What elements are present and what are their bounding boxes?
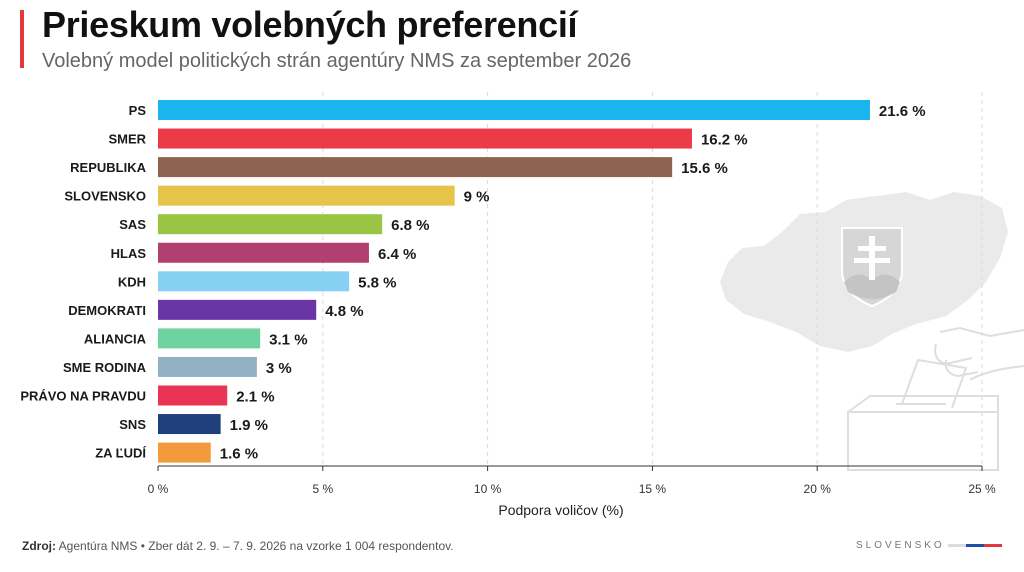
value-label: 1.9 % xyxy=(230,417,268,434)
category-label: DEMOKRATI xyxy=(68,303,146,318)
category-label: ZA ĽUDÍ xyxy=(95,446,146,461)
value-label: 6.8 % xyxy=(391,217,429,234)
category-label: ALIANCIA xyxy=(84,331,147,346)
flag-color-strip xyxy=(948,544,1002,547)
bar xyxy=(158,442,211,463)
chart-x-axis: 0 % 5 % 10 % 15 % 20 % 25 % xyxy=(148,465,996,496)
value-label: 15.6 % xyxy=(681,160,728,177)
x-tick-label: 15 % xyxy=(639,482,667,496)
bar xyxy=(158,214,383,235)
bar xyxy=(158,414,221,435)
category-label: HLAS xyxy=(111,246,147,261)
value-label: 9 % xyxy=(464,189,490,206)
bar xyxy=(158,128,692,149)
x-tick-label: 20 % xyxy=(804,482,832,496)
value-label: 3 % xyxy=(266,360,292,377)
value-label: 2.1 % xyxy=(236,389,274,406)
value-label: 6.4 % xyxy=(378,246,416,263)
value-label: 1.6 % xyxy=(220,446,258,463)
x-tick-label: 10 % xyxy=(474,482,502,496)
chart-value-labels: 21.6 % 16.2 % 15.6 % 9 % 6.8 % 6.4 % 5.8 % 4.8 … xyxy=(220,103,926,463)
category-label: SAS xyxy=(119,217,146,232)
category-label: PS xyxy=(129,103,147,118)
category-label: SNS xyxy=(119,417,146,432)
page-subtitle: Volebný model politických strán agentúry… xyxy=(42,50,632,72)
value-label: 21.6 % xyxy=(879,103,926,120)
category-label: SLOVENSKO xyxy=(64,189,146,204)
x-axis-label: Podpora voličov (%) xyxy=(498,502,623,518)
category-label: SME RODINA xyxy=(63,360,147,375)
ballot-box-icon xyxy=(847,326,1024,471)
source-label: Zdroj: xyxy=(22,539,56,553)
bar xyxy=(158,185,455,206)
value-label: 4.8 % xyxy=(325,303,363,320)
source-text: Agentúra NMS • Zber dát 2. 9. – 7. 9. 20… xyxy=(58,539,454,553)
category-label: SMER xyxy=(108,132,146,147)
bar xyxy=(158,100,870,120)
flag-stripe-white xyxy=(948,544,966,547)
bar xyxy=(158,328,261,349)
value-label: 5.8 % xyxy=(358,274,396,291)
x-tick-label: 0 % xyxy=(148,482,169,496)
bar xyxy=(158,242,369,263)
chart-category-labels: PS SMER REPUBLIKA SLOVENSKO SAS HLAS KDH DEMOKR… xyxy=(20,103,146,461)
title-accent-bar xyxy=(20,10,24,68)
bar xyxy=(158,385,228,406)
flag-stripe-red xyxy=(984,544,1002,547)
chart-bars xyxy=(158,100,870,463)
bar xyxy=(158,271,350,292)
flag-stripe-blue xyxy=(966,544,984,547)
bar xyxy=(158,299,317,320)
bar xyxy=(158,356,257,377)
coat-of-arms-icon xyxy=(841,227,903,308)
category-label: PRÁVO NA PRAVDU xyxy=(20,389,146,404)
source-note: Zdroj: Agentúra NMS • Zber dát 2. 9. – 7… xyxy=(22,539,454,553)
page-title: Prieskum volebných preferencií xyxy=(42,4,578,45)
category-label: KDH xyxy=(118,274,146,289)
bar xyxy=(158,157,673,178)
x-tick-label: 25 % xyxy=(968,482,996,496)
category-label: REPUBLIKA xyxy=(70,160,146,175)
x-tick-label: 5 % xyxy=(312,482,333,496)
value-label: 16.2 % xyxy=(701,132,748,149)
value-label: 3.1 % xyxy=(269,331,307,348)
brand-wordmark: SLOVENSKO xyxy=(856,540,945,551)
